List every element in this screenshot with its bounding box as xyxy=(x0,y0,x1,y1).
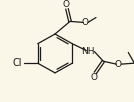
Text: NH: NH xyxy=(82,47,95,56)
Text: O: O xyxy=(81,18,88,27)
Text: O: O xyxy=(62,0,70,9)
Text: O: O xyxy=(91,73,98,82)
Text: O: O xyxy=(115,60,122,69)
Text: Cl: Cl xyxy=(13,58,22,68)
